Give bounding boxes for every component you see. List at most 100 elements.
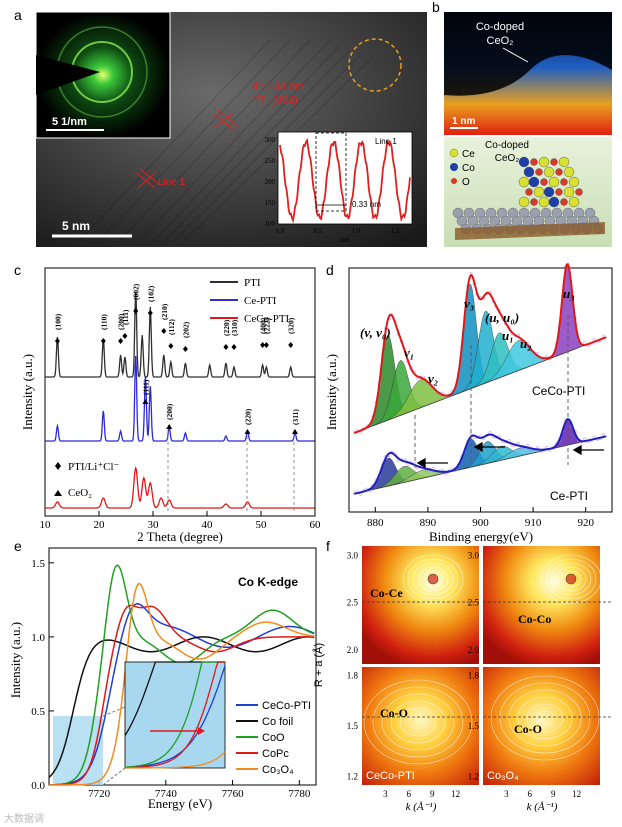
panel-d: d Intensity (a.u.) Binding energy(eV) 88… xyxy=(324,262,613,544)
xrd-axes xyxy=(44,267,316,517)
wt-ylabel: R + a (Å) xyxy=(312,643,325,687)
xrd-guide-lines xyxy=(167,430,295,514)
xrd-xtick: 10 xyxy=(40,519,52,531)
xanes-ytick: 0.0 xyxy=(31,780,45,792)
xps-xtick: 900 xyxy=(472,517,489,529)
svg-text:1.0: 1.0 xyxy=(352,227,361,235)
xanes-legend-item: CoPc xyxy=(262,748,289,760)
xanes-axes xyxy=(48,547,317,786)
zoom-arrow xyxy=(150,727,205,735)
cluster-atom xyxy=(575,188,583,196)
substrate-slab xyxy=(452,207,605,240)
xanes-legend-item: CeCo-PTI xyxy=(262,700,311,712)
svg-text:300: 300 xyxy=(265,136,276,144)
cluster-atom xyxy=(518,196,530,208)
wt-ytick: 1.2 xyxy=(468,772,479,782)
ceo2-cluster xyxy=(518,156,583,208)
xrd-marker-legend: PTI/Li⁺Cl⁻ CeO₂ xyxy=(54,461,120,499)
svg-text:200: 200 xyxy=(265,178,276,186)
peak-v-v0: (v, v₀) xyxy=(360,325,391,340)
nanoparticle-circle xyxy=(348,38,402,92)
xrd-peak-label: (002) xyxy=(132,283,141,300)
cluster-atom xyxy=(533,186,545,198)
xrd-legend: PTI Ce-PTI CeCo-PTI xyxy=(210,277,290,325)
xrd-xticks: 10 20 30 40 50 60 xyxy=(40,511,321,531)
xrd-peak-label: (210) xyxy=(160,303,169,320)
wt-ytick: 3.0 xyxy=(468,550,480,560)
xanes-xtick: 7780 xyxy=(288,788,311,800)
xrd-ceo2-label: (311) xyxy=(291,409,300,425)
wt-ytick: 1.8 xyxy=(468,670,480,680)
xrd-ceo2-label: (200) xyxy=(165,403,174,420)
xps-envelope xyxy=(353,262,607,434)
panel-e: e Intensity (a.u.) Energy (eV) Co K-edge… xyxy=(8,538,317,811)
xrd-peak-label: (400) xyxy=(259,317,268,334)
panel-c-label: c xyxy=(14,262,21,278)
lattice-fringes xyxy=(79,39,371,246)
svg-text:150: 150 xyxy=(265,199,276,207)
cluster-atom xyxy=(518,176,530,188)
panel-b-label: b xyxy=(432,0,440,15)
wt-label-co-co: Co-Co xyxy=(518,612,551,626)
svg-text:0.5: 0.5 xyxy=(314,227,323,235)
marker-legend-ceo2: CeO₂ xyxy=(68,487,92,499)
xanes-legend: CeCo-PTI Co foil CoO CoPc Co₃O₄ xyxy=(236,700,311,776)
xrd-peak-label: (202) xyxy=(181,321,190,338)
tem-scale-label: 5 nm xyxy=(62,219,90,233)
d-spacing-label: d=0.33 nm xyxy=(252,81,304,93)
xrd-ylabel: Intensity (a.u.) xyxy=(20,354,35,430)
wt-ytick: 1.2 xyxy=(347,772,358,782)
svg-text:1.5: 1.5 xyxy=(391,227,400,235)
profile-xlabel: nm xyxy=(340,237,350,244)
cluster-atom xyxy=(523,166,535,178)
wt-xlabel-right: k (Å⁻¹) xyxy=(527,801,558,813)
wt-xtick: 9 xyxy=(430,789,435,799)
cluster-atom xyxy=(535,168,543,176)
cluster-atom xyxy=(530,158,538,166)
xrd-ceo2-label: (111) xyxy=(141,379,150,395)
xanes-xtick: 7740 xyxy=(155,788,178,800)
wt-label-co-o-right: Co-O xyxy=(514,722,542,736)
peak-v2: v₂ xyxy=(428,371,438,386)
xrd-peak-label: (100) xyxy=(53,313,62,330)
wt-map-co3o4-top xyxy=(483,546,600,664)
wt-ytick: 2.0 xyxy=(468,645,480,655)
svg-text:100: 100 xyxy=(265,220,276,228)
o-legend-label: O xyxy=(462,177,470,188)
xrd-peak-label: (102) xyxy=(146,285,155,302)
xps-peak-labels: (v, v₀) v₁ v₂ v₃ (u, u₀) u₁ u₂ u₃ xyxy=(360,286,575,386)
line-profile-curve xyxy=(279,137,411,224)
wt-ytick: 1.8 xyxy=(347,670,359,680)
xps-xtick: 920 xyxy=(577,517,594,529)
cluster-atom xyxy=(568,176,580,188)
model-label-line1: Co-doped xyxy=(485,140,529,151)
peak-u-u0: (u, u₀) xyxy=(485,310,519,325)
xrd-xtick: 30 xyxy=(148,519,160,531)
wt-xtick: 3 xyxy=(383,789,388,799)
xrd-peak-label: (111) xyxy=(121,309,130,325)
cluster-atom xyxy=(548,196,560,208)
d-spacing-marker xyxy=(212,109,239,131)
wt-xtick: 12 xyxy=(572,789,581,799)
xanes-ytick: 0.5 xyxy=(31,706,45,718)
marker-legend-pti: PTI/Li⁺Cl⁻ xyxy=(68,461,120,473)
profile-annotation: 0.33 nm xyxy=(352,200,381,209)
xanes-ticks: 1.5 1.0 0.5 0.0 7720 7740 7760 7780 xyxy=(31,558,311,800)
panel-a-label: a xyxy=(14,7,22,23)
beam-stop xyxy=(36,55,100,95)
xps-ceco-pti-spectrum xyxy=(352,262,607,435)
xrd-peak-label: (310) xyxy=(230,319,239,336)
xps-xtick: 910 xyxy=(525,517,542,529)
cluster-atom xyxy=(538,196,550,208)
panel-e-label: e xyxy=(14,538,22,554)
xrd-peak-label: (222) xyxy=(262,317,271,334)
xrd-peak-label: (220) xyxy=(222,319,231,336)
xrd-ce-pti-curve xyxy=(45,355,315,442)
wt-map-ceco-top xyxy=(362,546,479,664)
xanes-legend-item: Co₃O₄ xyxy=(262,764,294,776)
cluster-atom xyxy=(528,176,540,188)
model-legend: Ce Co O xyxy=(449,148,475,188)
line1-marker xyxy=(134,168,161,189)
xps-xticks: 880 890 900 910 920 xyxy=(367,507,594,529)
